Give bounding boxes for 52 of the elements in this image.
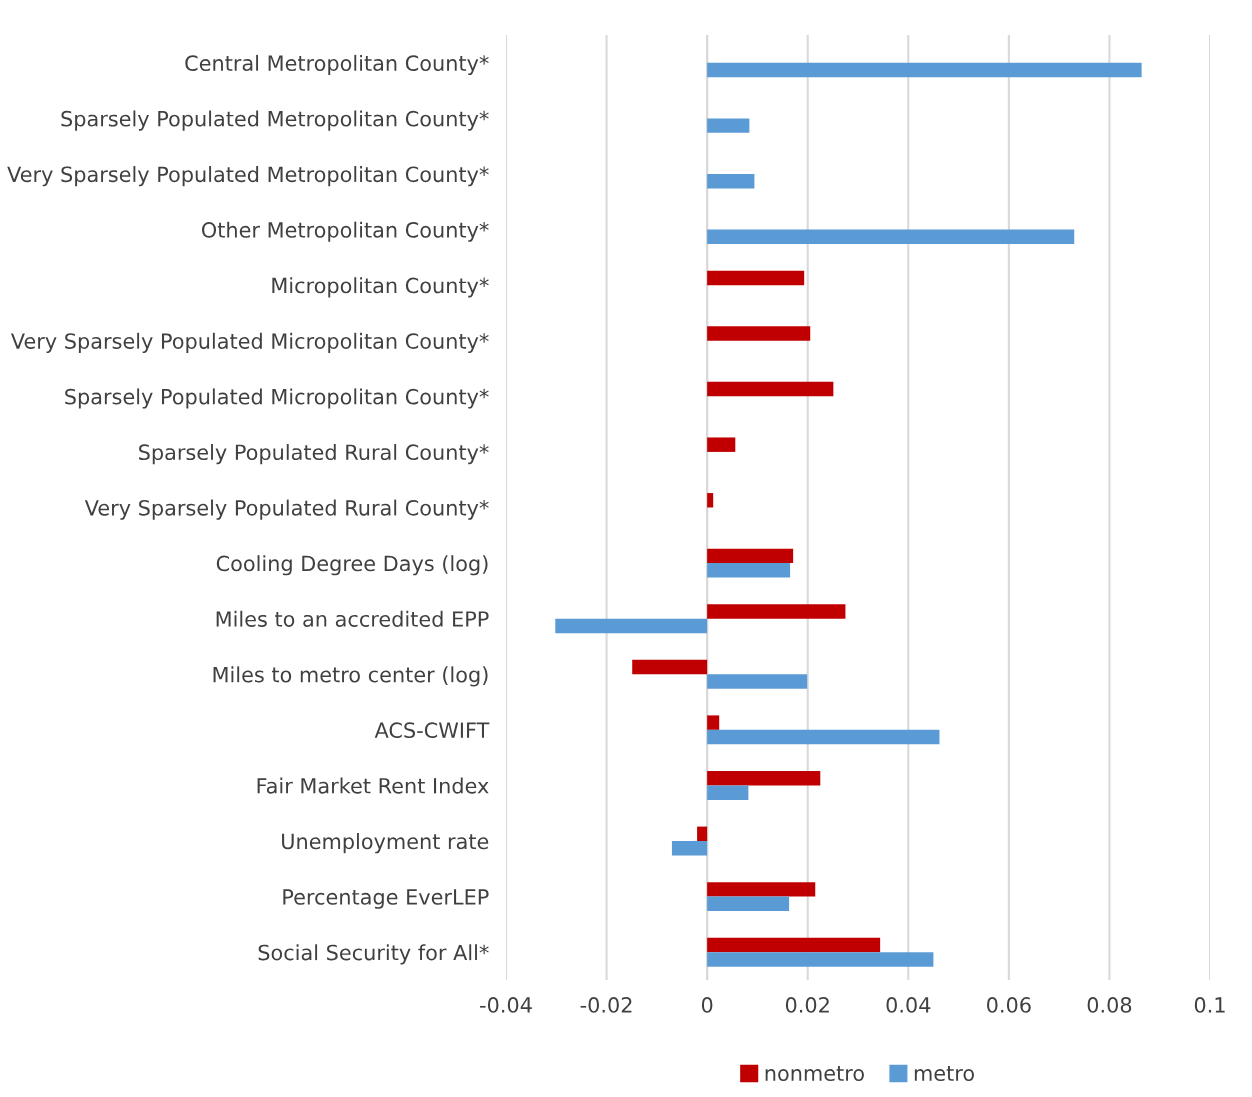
x-tick-label: -0.02	[580, 997, 632, 1013]
y-tick-label: Central Metropolitan County*	[185, 54, 489, 76]
y-tick-label: Percentage EverLEP	[283, 889, 489, 909]
bar	[555, 618, 708, 634]
bar	[707, 326, 811, 341]
bar	[707, 548, 794, 564]
y-tick-label: Sparsely Populated Metropolitan County*	[61, 110, 489, 131]
bar	[707, 437, 736, 452]
y-tick-label: ACS-CWIFT	[374, 722, 490, 739]
y-tick-label: Sparsely Populated Micropolitan County*	[65, 388, 489, 409]
x-tick-label: 0.06	[987, 997, 1031, 1013]
y-tick-label: Miles to an accredited EPP	[216, 610, 489, 627]
bar	[707, 674, 808, 689]
y-tick-label: Fair Market Rent Index	[257, 777, 489, 794]
y-tick-label: Cooling Degree Days (log)	[216, 555, 488, 576]
bar	[707, 604, 846, 619]
x-tick-label: -0.04	[480, 997, 532, 1013]
bar	[707, 229, 1075, 245]
bar	[707, 270, 805, 286]
bar	[707, 715, 720, 730]
y-tick-label: Other Metropolitan County*	[202, 221, 489, 242]
y-tick-label: Unemployment rate	[282, 833, 489, 854]
bar	[707, 785, 749, 800]
x-tick-label: 0.08	[1087, 997, 1132, 1013]
bar	[707, 729, 940, 745]
y-tick-label: Very Sparsely Populated Rural County*	[84, 499, 489, 520]
y-tick-label: Very Sparsely Populated Metropolitan County*	[7, 166, 489, 187]
bar	[632, 659, 708, 675]
y-tick-label: Miles to metro center (log)	[213, 666, 488, 687]
bar	[707, 937, 881, 953]
legend-label: nonmetro	[765, 1066, 864, 1082]
x-tick-label: 0.02	[785, 997, 829, 1013]
bar	[707, 770, 821, 786]
bar	[707, 952, 934, 967]
legend-label: metro	[914, 1066, 974, 1082]
y-tick-label: Very Sparsely Populated Micropolitan County*	[10, 332, 489, 353]
y-tick-label: Social Security for All*	[258, 944, 489, 965]
bar	[707, 381, 834, 397]
bar	[707, 118, 750, 133]
y-tick-label: Micropolitan County*	[272, 277, 489, 298]
bar	[671, 841, 708, 856]
bar	[707, 173, 755, 189]
bar	[707, 493, 714, 508]
x-tick-label: 0	[701, 997, 713, 1013]
bar	[707, 882, 816, 897]
bar	[707, 62, 1142, 78]
x-tick-label: 0.1	[1194, 997, 1225, 1013]
bar	[707, 896, 790, 912]
bar	[697, 826, 708, 842]
y-tick-label: Sparsely Populated Rural County*	[139, 444, 489, 465]
bar	[707, 563, 791, 578]
x-tick-label: 0.04	[886, 997, 931, 1013]
